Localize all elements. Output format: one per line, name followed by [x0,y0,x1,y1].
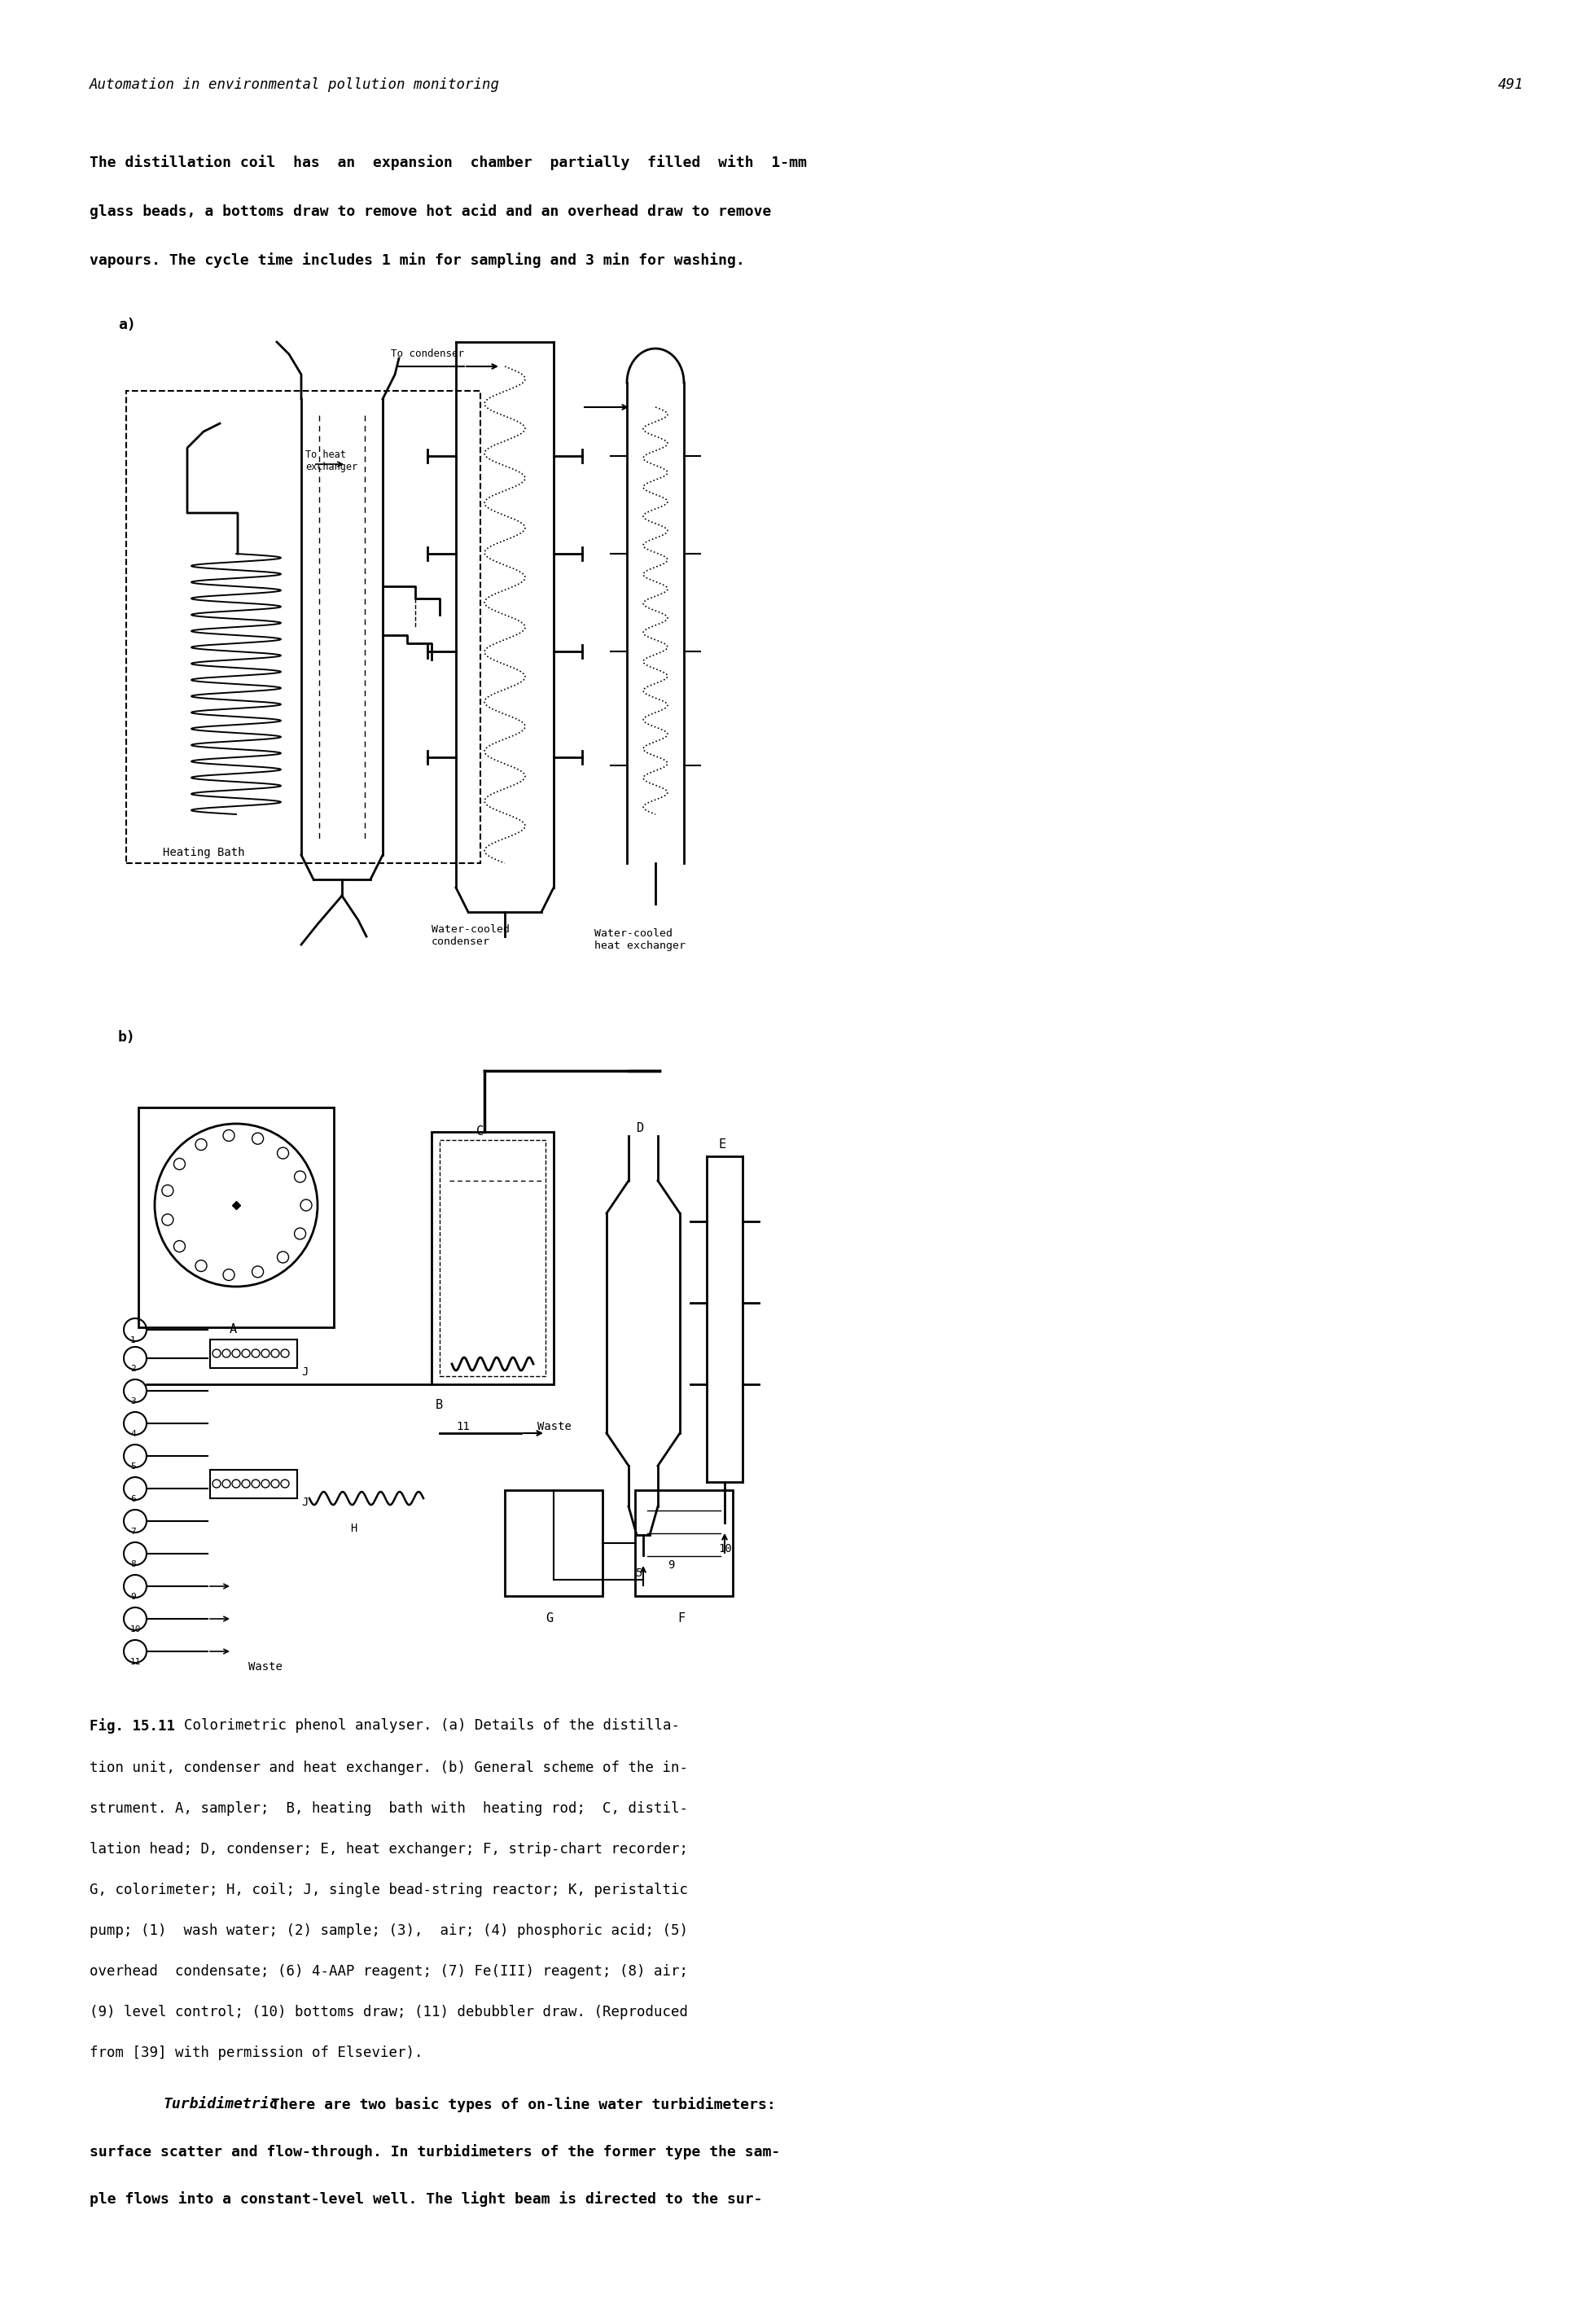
Text: J: J [301,1497,308,1508]
Text: 11: 11 [131,1657,142,1666]
Text: Waste: Waste [249,1662,282,1673]
Text: 8: 8 [131,1559,136,1569]
Text: 7: 7 [131,1527,136,1536]
Text: 10: 10 [718,1543,732,1555]
Text: 2: 2 [131,1364,136,1373]
Text: 4: 4 [131,1429,136,1439]
Bar [504,1490,603,1597]
Text: There are two basic types of on-line water turbidimeters:: There are two basic types of on-line wat… [262,2096,775,2113]
Text: vapours. The cycle time includes 1 min for sampling and 3 min for washing.: vapours. The cycle time includes 1 min f… [89,253,745,267]
Text: 11: 11 [456,1420,469,1432]
Text: J: J [301,1367,308,1378]
Text: 5: 5 [635,1566,641,1578]
Text: Automation in environmental pollution monitoring: Automation in environmental pollution mo… [89,77,499,93]
Bar [211,1339,297,1369]
Text: H: H [349,1522,357,1534]
Text: strument. A, sampler;  B, heating  bath with  heating rod;  C, distil-: strument. A, sampler; B, heating bath wi… [89,1801,687,1815]
Text: glass beads, a bottoms draw to remove hot acid and an overhead draw to remove: glass beads, a bottoms draw to remove ho… [89,205,772,218]
Text: b): b) [118,1030,136,1046]
Text: G: G [545,1613,553,1624]
Text: To condenser: To condenser [391,349,464,360]
Bar [635,1490,732,1597]
Text: 3: 3 [131,1397,136,1406]
Text: tion unit, condenser and heat exchanger. (b) General scheme of the in-: tion unit, condenser and heat exchanger.… [89,1762,687,1776]
Text: The distillation coil  has  an  expansion  chamber  partially  filled  with  1-m: The distillation coil has an expansion c… [89,156,807,170]
Text: Water-cooled
condenser: Water-cooled condenser [432,925,510,946]
Text: a): a) [118,318,136,332]
Text: To heat
exchanger: To heat exchanger [305,449,357,472]
Text: 6: 6 [131,1494,136,1504]
Text: G, colorimeter; H, coil; J, single bead-string reactor; K, peristaltic: G, colorimeter; H, coil; J, single bead-… [89,1882,687,1896]
Bar [139,1109,333,1327]
Text: Fig. 15.11: Fig. 15.11 [89,1717,175,1734]
Text: from [39] with permission of Elsevier).: from [39] with permission of Elsevier). [89,2045,423,2059]
Text: A: A [230,1322,238,1336]
Text: Colorimetric phenol analyser. (a) Details of the distilla-: Colorimetric phenol analyser. (a) Detail… [167,1717,679,1734]
Bar [211,1469,297,1499]
Text: 10: 10 [131,1624,142,1634]
Text: surface scatter and flow-through. In turbidimeters of the former type the sam-: surface scatter and flow-through. In tur… [89,2145,780,2159]
Text: 491: 491 [1498,77,1523,93]
Text: (9) level control; (10) bottoms draw; (11) debubbler draw. (Reproduced: (9) level control; (10) bottoms draw; (1… [89,2006,687,2020]
Text: Waste: Waste [538,1420,571,1432]
Text: ple flows into a constant-level well. The light beam is directed to the sur-: ple flows into a constant-level well. Th… [89,2192,762,2208]
Text: Heating Bath: Heating Bath [163,846,244,858]
Text: E: E [718,1139,726,1150]
Text: 9: 9 [131,1592,136,1601]
Text: 5: 5 [131,1462,136,1471]
Text: 9: 9 [668,1559,675,1571]
Text: lation head; D, condenser; E, heat exchanger; F, strip-chart recorder;: lation head; D, condenser; E, heat excha… [89,1843,687,1857]
Text: overhead  condensate; (6) 4-AAP reagent; (7) Fe(III) reagent; (8) air;: overhead condensate; (6) 4-AAP reagent; … [89,1964,687,1978]
Text: Turbidimetric.: Turbidimetric. [163,2096,287,2113]
Text: pump; (1)  wash water; (2) sample; (3),  air; (4) phosphoric acid; (5): pump; (1) wash water; (2) sample; (3), a… [89,1924,687,1938]
Text: Water-cooled
heat exchanger: Water-cooled heat exchanger [595,927,686,951]
Bar [440,1141,545,1376]
Text: C: C [477,1125,483,1136]
Text: 1: 1 [131,1336,136,1343]
Text: D: D [636,1122,644,1134]
Bar [432,1132,553,1385]
Text: F: F [678,1613,684,1624]
Text: B: B [435,1399,443,1411]
